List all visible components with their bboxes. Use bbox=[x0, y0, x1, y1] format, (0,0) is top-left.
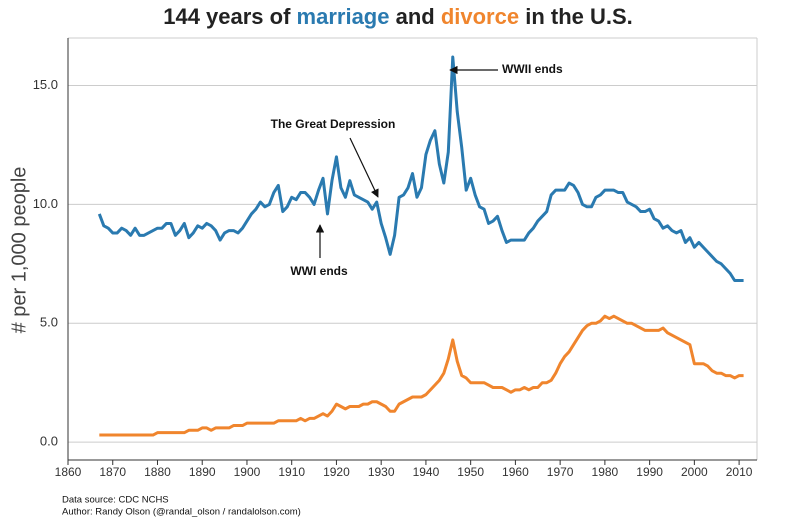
title-text: 144 years of bbox=[163, 4, 296, 29]
x-tick-label: 1870 bbox=[99, 465, 126, 479]
y-tick-label: 5.0 bbox=[40, 315, 58, 330]
x-tick-label: 1940 bbox=[413, 465, 440, 479]
annotation: WWI ends bbox=[290, 264, 348, 278]
x-tick-label: 1970 bbox=[547, 465, 574, 479]
y-axis-label: # per 1,000 people bbox=[8, 167, 30, 334]
y-tick-label: 0.0 bbox=[40, 434, 58, 449]
series-line bbox=[99, 314, 744, 437]
x-tick-label: 1860 bbox=[55, 465, 82, 479]
annotation: The Great Depression bbox=[271, 117, 396, 131]
x-tick-label: 1990 bbox=[636, 465, 663, 479]
title-marriage: marriage bbox=[297, 4, 390, 29]
author-note: Author: Randy Olson (@randal_olson / ran… bbox=[62, 507, 301, 517]
title-text: and bbox=[389, 4, 440, 29]
chart-title: 144 years of marriage and divorce in the… bbox=[163, 4, 633, 29]
x-tick-label: 1890 bbox=[189, 465, 216, 479]
x-tick-label: 1880 bbox=[144, 465, 171, 479]
x-tick-label: 1900 bbox=[234, 465, 261, 479]
x-tick-label: 1910 bbox=[278, 465, 305, 479]
x-tick-label: 1950 bbox=[457, 465, 484, 479]
x-tick-label: 1960 bbox=[502, 465, 529, 479]
source-note: Data source: CDC NCHS bbox=[62, 495, 169, 506]
title-divorce: divorce bbox=[441, 4, 519, 29]
y-tick-label: 10.0 bbox=[33, 196, 58, 211]
x-tick-label: 1920 bbox=[323, 465, 350, 479]
title-text: in the U.S. bbox=[519, 4, 633, 29]
y-tick-label: 15.0 bbox=[33, 77, 58, 92]
x-tick-label: 2000 bbox=[681, 465, 708, 479]
x-tick-label: 1930 bbox=[368, 465, 395, 479]
annotation: WWII ends bbox=[502, 62, 563, 76]
x-tick-label: 1980 bbox=[592, 465, 619, 479]
annotation-arrow bbox=[349, 137, 379, 198]
x-tick-label: 2010 bbox=[726, 465, 753, 479]
series-line bbox=[97, 55, 744, 282]
